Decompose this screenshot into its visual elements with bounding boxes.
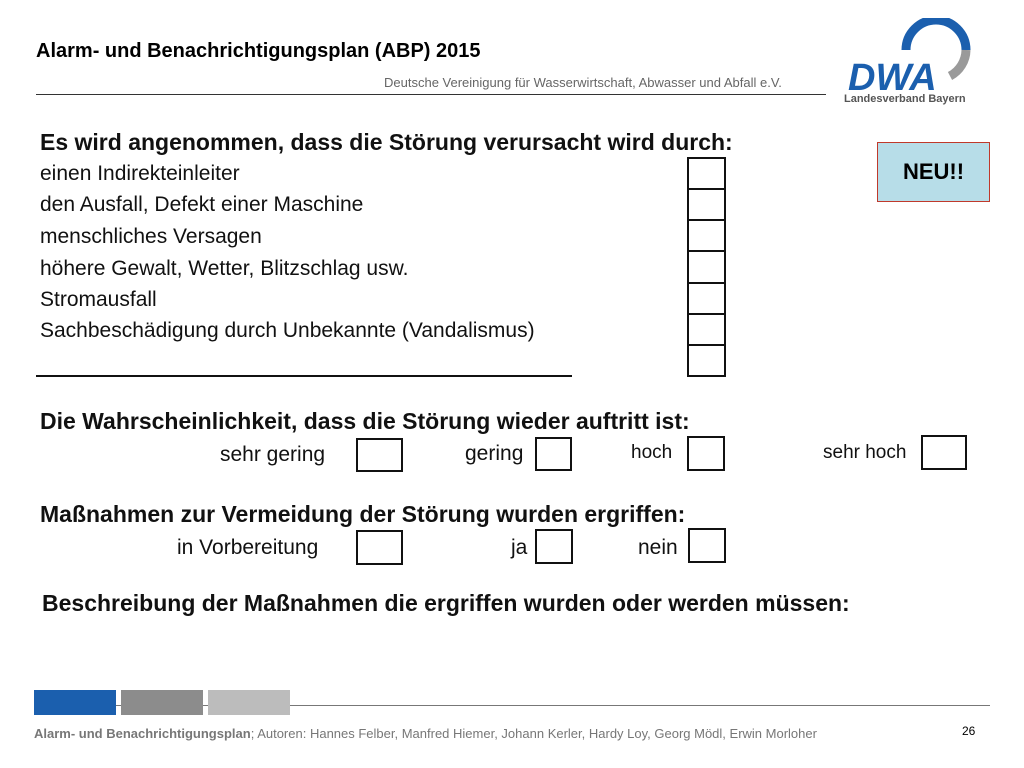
- dwa-logo-mark: DWA: [848, 15, 971, 99]
- probability-option-label: sehr hoch: [823, 442, 907, 463]
- footer-title: Alarm- und Benachrichtigungsplan: [34, 726, 251, 741]
- cause-item: Sachbeschädigung durch Unbekannte (Vanda…: [40, 319, 535, 342]
- probability-checkbox[interactable]: [687, 436, 725, 471]
- cause-heading: Es wird angenommen, dass die Störung ver…: [40, 129, 733, 155]
- footer-authors: ; Autoren: Hannes Felber, Manfred Hiemer…: [250, 726, 817, 741]
- cause-checkbox-column: [687, 157, 726, 377]
- new-badge: NEU!!: [877, 142, 990, 202]
- cause-item: menschliches Versagen: [40, 225, 262, 248]
- dwa-logo: DWA: [842, 15, 982, 108]
- probability-checkbox[interactable]: [535, 437, 572, 471]
- footer-bar-lightgray: [208, 690, 290, 715]
- measures-option-label: in Vorbereitung: [177, 536, 319, 559]
- cause-checkbox[interactable]: [689, 159, 724, 191]
- probability-checkbox[interactable]: [921, 435, 967, 470]
- cause-checkbox[interactable]: [689, 346, 724, 375]
- probability-option-label: hoch: [631, 442, 673, 463]
- cause-checkbox[interactable]: [689, 315, 724, 346]
- probability-heading: Die Wahrscheinlichkeit, dass die Störung…: [40, 408, 690, 434]
- organization-subtitle: Deutsche Vereinigung für Wasserwirtschaf…: [384, 75, 782, 90]
- measures-option-label: ja: [511, 536, 528, 559]
- cause-item: höhere Gewalt, Wetter, Blitzschlag usw.: [40, 257, 409, 280]
- blank-line: [36, 375, 572, 377]
- probability-option-label: sehr gering: [220, 443, 326, 466]
- footer-bar-gray: [121, 690, 203, 715]
- footer-divider: [36, 705, 990, 706]
- page-title: Alarm- und Benachrichtigungsplan (ABP) 2…: [36, 40, 481, 62]
- cause-item: einen Indirekteinleiter: [40, 162, 240, 185]
- cause-checkbox[interactable]: [689, 221, 724, 253]
- cause-checkbox[interactable]: [689, 284, 724, 315]
- cause-item: Stromausfall: [40, 288, 157, 311]
- measures-checkbox[interactable]: [535, 529, 573, 564]
- logo-mark-text: DWA: [848, 57, 937, 99]
- cause-checkbox[interactable]: [689, 190, 724, 222]
- footer-credits: Alarm- und Benachrichtigungsplan; Autore…: [34, 726, 817, 741]
- measures-heading: Maßnahmen zur Vermeidung der Störung wur…: [40, 501, 686, 527]
- header-divider: [36, 94, 826, 95]
- measures-checkbox[interactable]: [688, 528, 726, 563]
- measures-option-label: nein: [638, 536, 678, 559]
- measures-checkbox[interactable]: [356, 530, 403, 565]
- cause-item: den Ausfall, Defekt einer Maschine: [40, 193, 364, 216]
- footer-bar-blue: [34, 690, 116, 715]
- cause-checkbox[interactable]: [689, 252, 724, 284]
- probability-checkbox[interactable]: [356, 438, 403, 472]
- logo-subtitle: Landesverband Bayern: [844, 93, 966, 105]
- description-heading: Beschreibung der Maßnahmen die ergriffen…: [42, 590, 850, 616]
- probability-option-label: gering: [465, 442, 524, 465]
- page-number: 26: [962, 724, 976, 738]
